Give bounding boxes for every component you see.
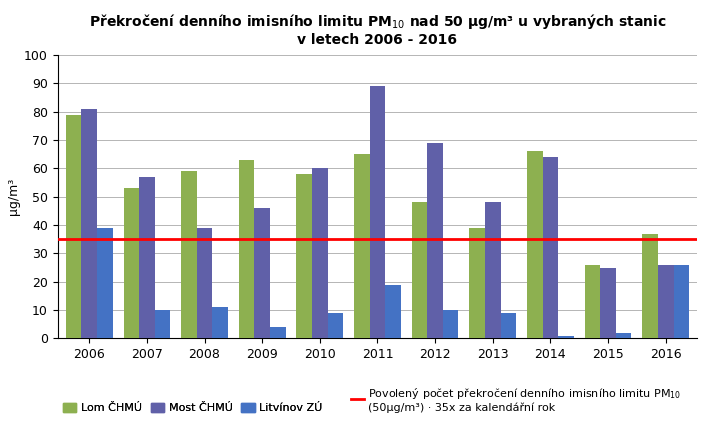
Bar [443, 310, 459, 338]
Bar [270, 327, 285, 338]
Y-axis label: μg/m³: μg/m³ [6, 178, 19, 215]
Bar [181, 171, 197, 338]
Bar [296, 174, 312, 338]
Bar [558, 335, 574, 338]
Bar [239, 160, 255, 338]
Bar [81, 109, 97, 338]
Legend: Povolený počet překročení denního imisního limitu PM$_{10}$
(50μg/m³) · 35x za k: Povolený počet překročení denního imisní… [351, 386, 682, 413]
Bar [197, 228, 212, 338]
Bar [155, 310, 170, 338]
Bar [385, 285, 400, 338]
Bar [97, 228, 113, 338]
Bar [658, 265, 674, 338]
Bar [600, 267, 616, 338]
Bar [370, 86, 385, 338]
Bar [485, 202, 500, 338]
Bar [427, 143, 443, 338]
Bar [66, 115, 81, 338]
Bar [642, 233, 658, 338]
Bar [354, 154, 370, 338]
Bar [212, 307, 228, 338]
Bar [139, 177, 155, 338]
Bar [500, 313, 516, 338]
Bar [543, 157, 558, 338]
Bar [328, 313, 343, 338]
Bar [674, 265, 689, 338]
Bar [616, 333, 631, 338]
Bar [255, 208, 270, 338]
Bar [124, 188, 139, 338]
Bar [470, 228, 485, 338]
Bar [412, 202, 427, 338]
Bar [527, 151, 543, 338]
Legend: Lom ČHMÚ, Most ČHMÚ, Litvínov ZÚ: Lom ČHMÚ, Most ČHMÚ, Litvínov ZÚ [63, 403, 322, 413]
Title: Překročení denního imisního limitu PM$_{10}$ nad 50 μg/m³ u vybraných stanic
v l: Překročení denního imisního limitu PM$_{… [88, 12, 667, 47]
Bar [585, 265, 600, 338]
Bar [312, 168, 328, 338]
